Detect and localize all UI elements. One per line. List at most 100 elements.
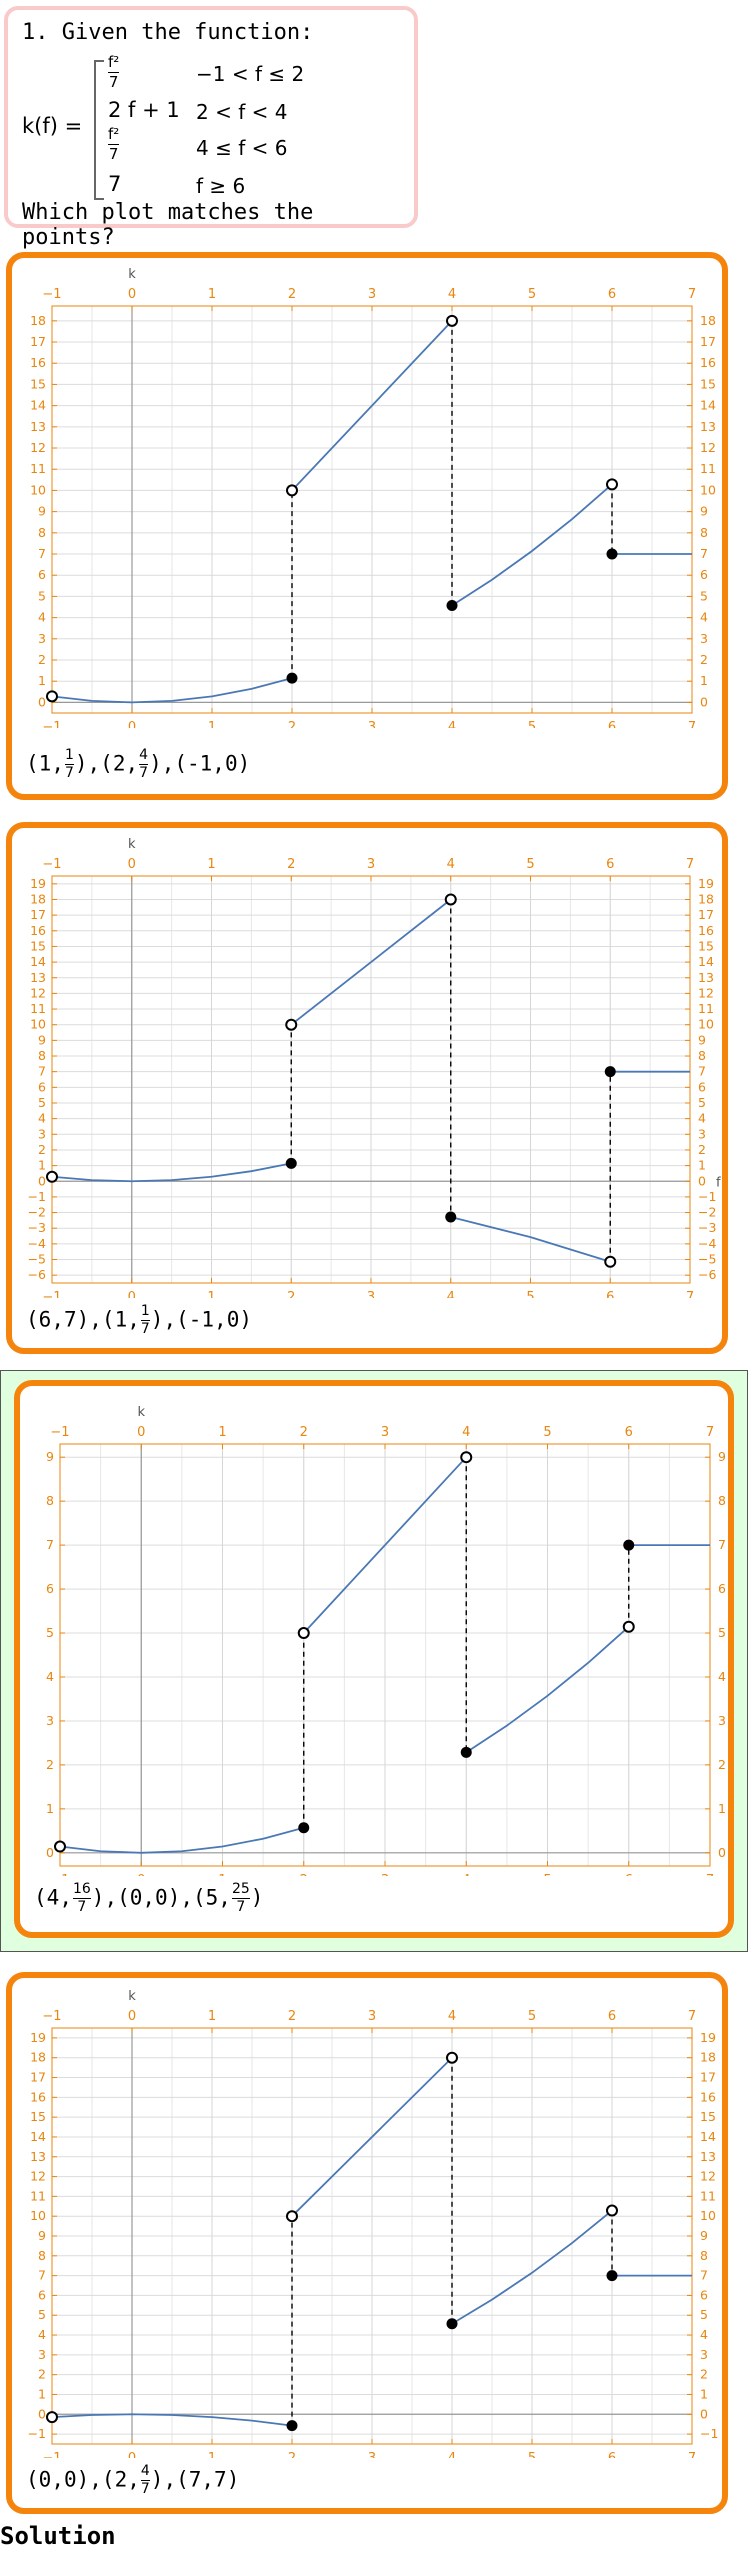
point-x: 0 [129, 1885, 143, 1910]
y-tick-label-left: 12 [30, 440, 46, 455]
x-tick-label-bottom: 6 [606, 1290, 614, 1298]
x-tick-label-bottom: 5 [543, 1873, 551, 1876]
open-point [286, 484, 298, 497]
x-tick-label-bottom: 1 [207, 1290, 215, 1298]
y-tick-label-left: 15 [30, 376, 46, 391]
case-3-cond: 4 ≤ f < 6 [196, 136, 288, 160]
x-tick-label-bottom: 2 [288, 2451, 296, 2458]
y-tick-label-left: 13 [30, 2149, 46, 2164]
closed-point [445, 1211, 457, 1223]
x-tick-label-bottom: 0 [137, 1873, 145, 1876]
y-tick-label-right: 13 [700, 419, 716, 434]
y-tick-label-right: 0 [700, 2406, 708, 2421]
x-tick-label-bottom: 7 [686, 1290, 694, 1298]
y-tick-label-left: 7 [46, 1537, 54, 1552]
y-tick-label-left: 11 [30, 461, 46, 476]
y-tick-label-left: 14 [30, 2129, 46, 2144]
y-tick-label-right: 16 [700, 355, 716, 370]
y-tick-label-left: −2 [28, 1205, 46, 1220]
y-tick-label-right: 12 [700, 440, 716, 455]
y-tick-label-right: 19 [700, 2030, 716, 2045]
point-y: 0 [224, 751, 238, 776]
x-tick-label-bottom: 6 [608, 720, 616, 728]
x-tick-label-bottom: 5 [526, 1290, 534, 1298]
case-2-expr: 2 f + 1 [108, 98, 180, 122]
y-axis-label: k [128, 1989, 136, 2004]
y-tick-label-right: 15 [700, 2109, 716, 2124]
x-tick-label-bottom: −1 [50, 1873, 69, 1876]
y-tick-label-right: 9 [698, 1032, 706, 1047]
y-tick-label-right: 12 [700, 2169, 716, 2184]
case-1-cond: −1 < f ≤ 2 [196, 62, 305, 86]
y-tick-label-right: 5 [718, 1625, 726, 1640]
answer-option-1[interactable]: −1 −1 0 0 1 1 2 2 3 3 4 4 5 5 6 6 7 7 0 0 1 1 2 2 3 3 4 4 5 5 6 6 7 7 8 8 9 9… [6, 252, 728, 800]
y-tick-label-right: 6 [700, 567, 708, 582]
x-tick-label-bottom: 4 [447, 1290, 455, 1298]
y-tick-label-right: −2 [698, 1205, 716, 1220]
open-point [446, 314, 458, 327]
y-tick-label-left: 5 [46, 1625, 54, 1640]
y-tick-label-right: 8 [698, 1048, 706, 1063]
y-tick-label-right: 5 [700, 2307, 708, 2322]
y-tick-label-left: 3 [46, 1713, 54, 1728]
y-tick-label-left: 14 [30, 954, 46, 969]
x-tick-label-bottom: 5 [528, 2451, 536, 2458]
y-tick-label-right: 14 [700, 398, 716, 413]
y-tick-label-left: 14 [30, 398, 46, 413]
x-tick-label-top: 4 [462, 1425, 470, 1440]
function-segment [290, 898, 452, 1026]
y-tick-label-left: 2 [38, 2367, 46, 2382]
x-tick-label-bottom: 4 [448, 720, 456, 728]
x-tick-label-top: 1 [207, 857, 215, 872]
y-tick-label-left: 10 [30, 2208, 46, 2223]
x-tick-label-top: 7 [688, 287, 696, 302]
x-tick-label-top: 3 [381, 1425, 389, 1440]
x-tick-label-top: 7 [706, 1425, 714, 1440]
point-y: 0 [155, 1885, 168, 1910]
y-tick-label-right: 4 [718, 1669, 726, 1684]
x-tick-label-bottom: 0 [128, 1290, 136, 1298]
y-tick-label-right: 11 [698, 1001, 714, 1016]
case-3-den: 7 [108, 145, 119, 163]
y-tick-label-right: −1 [698, 1189, 716, 1204]
answer-option-3[interactable]: −1−1001122334455667700112233445566778899… [14, 1380, 734, 1938]
option-1-points: (1, 1 7),(2, 4 7),(-1,0) [26, 747, 251, 781]
y-tick-label-left: 2 [38, 1142, 46, 1157]
y-tick-label-left: 0 [38, 1173, 46, 1188]
y-tick-label-left: 16 [30, 923, 46, 938]
function-segment [51, 1162, 292, 1183]
function-segment [51, 2413, 293, 2427]
x-tick-label-top: 5 [543, 1425, 551, 1440]
y-tick-label-right: 0 [718, 1845, 726, 1860]
closed-point [298, 1822, 310, 1834]
closed-point [286, 2420, 298, 2432]
x-tick-label-bottom: −1 [42, 720, 61, 728]
y-tick-label-right: 7 [700, 546, 708, 561]
function-segment [291, 2057, 453, 2217]
point-x: 2 [114, 2467, 128, 2492]
answer-option-4[interactable]: −1−10011223344556677−1−10011223344556677… [6, 1972, 728, 2514]
y-tick-label-left: 3 [38, 2347, 46, 2362]
y-tick-label-left: 4 [38, 610, 46, 625]
open-point [446, 2051, 458, 2064]
y-tick-label-right: 3 [698, 1126, 706, 1141]
y-tick-label-right: 2 [698, 1142, 706, 1157]
open-point [444, 893, 457, 906]
closed-point [460, 1746, 472, 1758]
y-tick-label-right: 13 [698, 970, 714, 985]
x-tick-label-top: 1 [208, 2009, 216, 2024]
x-tick-label-top: 5 [528, 2009, 536, 2024]
y-tick-label-left: −1 [28, 1189, 46, 1204]
y-tick-label-left: 8 [38, 1048, 46, 1063]
y-tick-label-right: −4 [698, 1236, 716, 1251]
y-tick-label-right: 8 [718, 1493, 726, 1508]
solution-label[interactable]: Solution [0, 2522, 116, 2550]
x-tick-label-bottom: 3 [368, 720, 376, 728]
x-tick-label-bottom: 2 [288, 720, 296, 728]
y-tick-label-left: 13 [30, 419, 46, 434]
answer-option-2[interactable]: −1 −1 0 0 1 1 2 2 3 3 4 4 5 5 6 6 7 7 −6 −6 −5 −5 −4 −4 −3 −3 −2 −2… [6, 822, 728, 1354]
